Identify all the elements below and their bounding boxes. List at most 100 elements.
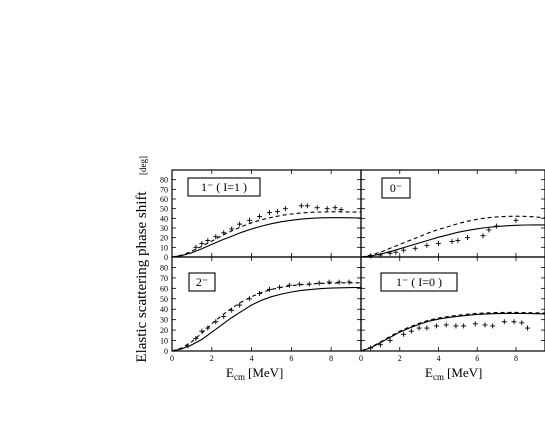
x-tick-label: 2	[210, 354, 214, 363]
data-point-cross	[221, 314, 227, 320]
data-point-cross	[326, 279, 332, 285]
y-tick-label: 0	[164, 347, 168, 356]
dashed-curve	[360, 311, 545, 352]
data-point-cross	[519, 320, 525, 326]
data-point-cross	[298, 203, 304, 209]
y-tick-label: 40	[160, 214, 168, 223]
y-tick-label: 0	[164, 253, 168, 262]
data-point-cross	[401, 247, 407, 253]
dashed-curve	[171, 211, 362, 258]
data-point-cross	[282, 206, 288, 212]
data-point-cross	[494, 223, 500, 229]
data-point-cross	[205, 238, 211, 244]
data-point-cross	[286, 282, 292, 288]
panel-0-: 0⁻	[360, 169, 545, 259]
panel-label: 2⁻	[196, 275, 208, 289]
y-tick-label: 60	[160, 284, 168, 293]
data-point-cross	[205, 325, 211, 331]
data-point-cross	[434, 323, 440, 329]
data-point-cross	[449, 239, 455, 245]
data-point-cross	[453, 323, 459, 329]
data-point-cross	[501, 319, 507, 325]
data-point-cross	[368, 345, 374, 351]
data-point-cross	[193, 335, 199, 341]
data-point-cross	[257, 213, 263, 219]
y-tick-label: 10	[160, 243, 168, 252]
data-point-cross	[465, 235, 471, 241]
data-point-cross	[314, 205, 320, 211]
x-tick-label: 4	[436, 354, 440, 363]
dashed-curve	[360, 215, 545, 258]
data-point-cross	[306, 281, 312, 287]
data-point-cross	[266, 286, 272, 292]
data-point-cross	[472, 321, 478, 327]
data-point-cross	[193, 244, 199, 250]
data-point-cross	[237, 221, 243, 227]
data-point-cross	[387, 250, 393, 256]
y-tick-label: 60	[160, 195, 168, 204]
data-point-cross	[257, 291, 263, 297]
data-point-cross	[412, 245, 418, 251]
data-point-cross	[424, 242, 430, 248]
data-point-cross	[304, 203, 310, 209]
data-point-cross	[416, 325, 422, 331]
x-axis-label-right: E cm [MeV]	[425, 365, 482, 382]
x-axis-label-left: E cm [MeV]	[226, 365, 283, 382]
x-tick-label: 6	[475, 354, 479, 363]
data-point-cross	[229, 226, 235, 232]
data-point-cross	[424, 325, 430, 331]
data-point-cross	[213, 234, 219, 240]
y-tick-label: 10	[160, 337, 168, 346]
data-point-cross	[377, 342, 383, 348]
data-point-cross	[490, 323, 496, 329]
x-tick-label: 8	[514, 354, 518, 363]
solid-curve	[360, 224, 545, 258]
data-point-cross	[324, 206, 330, 212]
data-point-cross	[435, 240, 441, 246]
y-tick-label: 50	[160, 205, 168, 214]
data-point-cross	[393, 249, 399, 255]
panel-1-i-0-: 0 2 4 6 8 1⁻ ( I=0 )	[359, 256, 545, 363]
data-point-cross	[296, 281, 302, 287]
x-axis-symbol: E	[226, 365, 234, 380]
panel-label: 1⁻ ( I=0 )	[396, 275, 442, 289]
y-tick-label: 40	[160, 305, 168, 314]
data-point-cross	[213, 319, 219, 325]
data-point-cross	[199, 328, 205, 334]
data-point-cross	[221, 230, 227, 236]
data-point-cross	[237, 302, 243, 308]
x-axis-subscript: cm	[433, 372, 444, 382]
data-point-cross	[332, 205, 338, 211]
data-point-cross	[401, 331, 407, 337]
y-tick-label: 70	[160, 274, 168, 283]
data-point-cross	[276, 284, 282, 290]
y-tick-label: 50	[160, 295, 168, 304]
data-point-cross	[185, 343, 191, 349]
data-point-cross	[316, 280, 322, 286]
x-tick-label: 8	[329, 354, 333, 363]
data-point-cross	[455, 238, 461, 244]
y-axis-unit: [deg]	[138, 156, 148, 175]
panel-frame	[360, 256, 545, 352]
x-tick-label: 4	[250, 354, 254, 363]
data-point-cross	[408, 328, 414, 334]
data-point-cross	[511, 319, 517, 325]
x-axis-subscript: cm	[234, 372, 245, 382]
data-point-cross	[525, 325, 531, 331]
solid-curve	[171, 286, 362, 352]
data-point-cross	[486, 227, 492, 233]
data-point-cross	[482, 322, 488, 328]
x-axis-unit: [MeV]	[248, 365, 283, 380]
panel-frame	[171, 256, 362, 352]
solid-curve	[360, 312, 545, 352]
panel-label-box	[188, 272, 216, 292]
panel-label: 1⁻ ( I=1 )	[201, 180, 247, 194]
data-point-cross	[346, 279, 352, 285]
data-point-cross	[274, 209, 280, 215]
x-tick-label: 0	[359, 354, 363, 363]
data-point-cross	[338, 207, 344, 213]
x-tick-label: 0	[170, 354, 174, 363]
x-axis-unit: [MeV]	[447, 365, 482, 380]
